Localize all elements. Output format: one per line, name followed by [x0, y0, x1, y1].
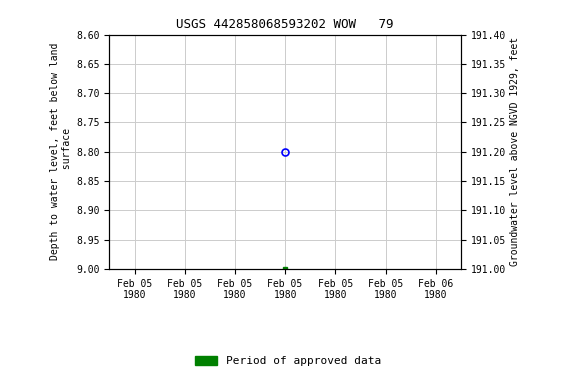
Title: USGS 442858068593202 WOW   79: USGS 442858068593202 WOW 79 [176, 18, 394, 31]
Legend: Period of approved data: Period of approved data [191, 352, 385, 371]
Y-axis label: Depth to water level, feet below land
 surface: Depth to water level, feet below land su… [51, 43, 72, 260]
Y-axis label: Groundwater level above NGVD 1929, feet: Groundwater level above NGVD 1929, feet [510, 37, 520, 266]
